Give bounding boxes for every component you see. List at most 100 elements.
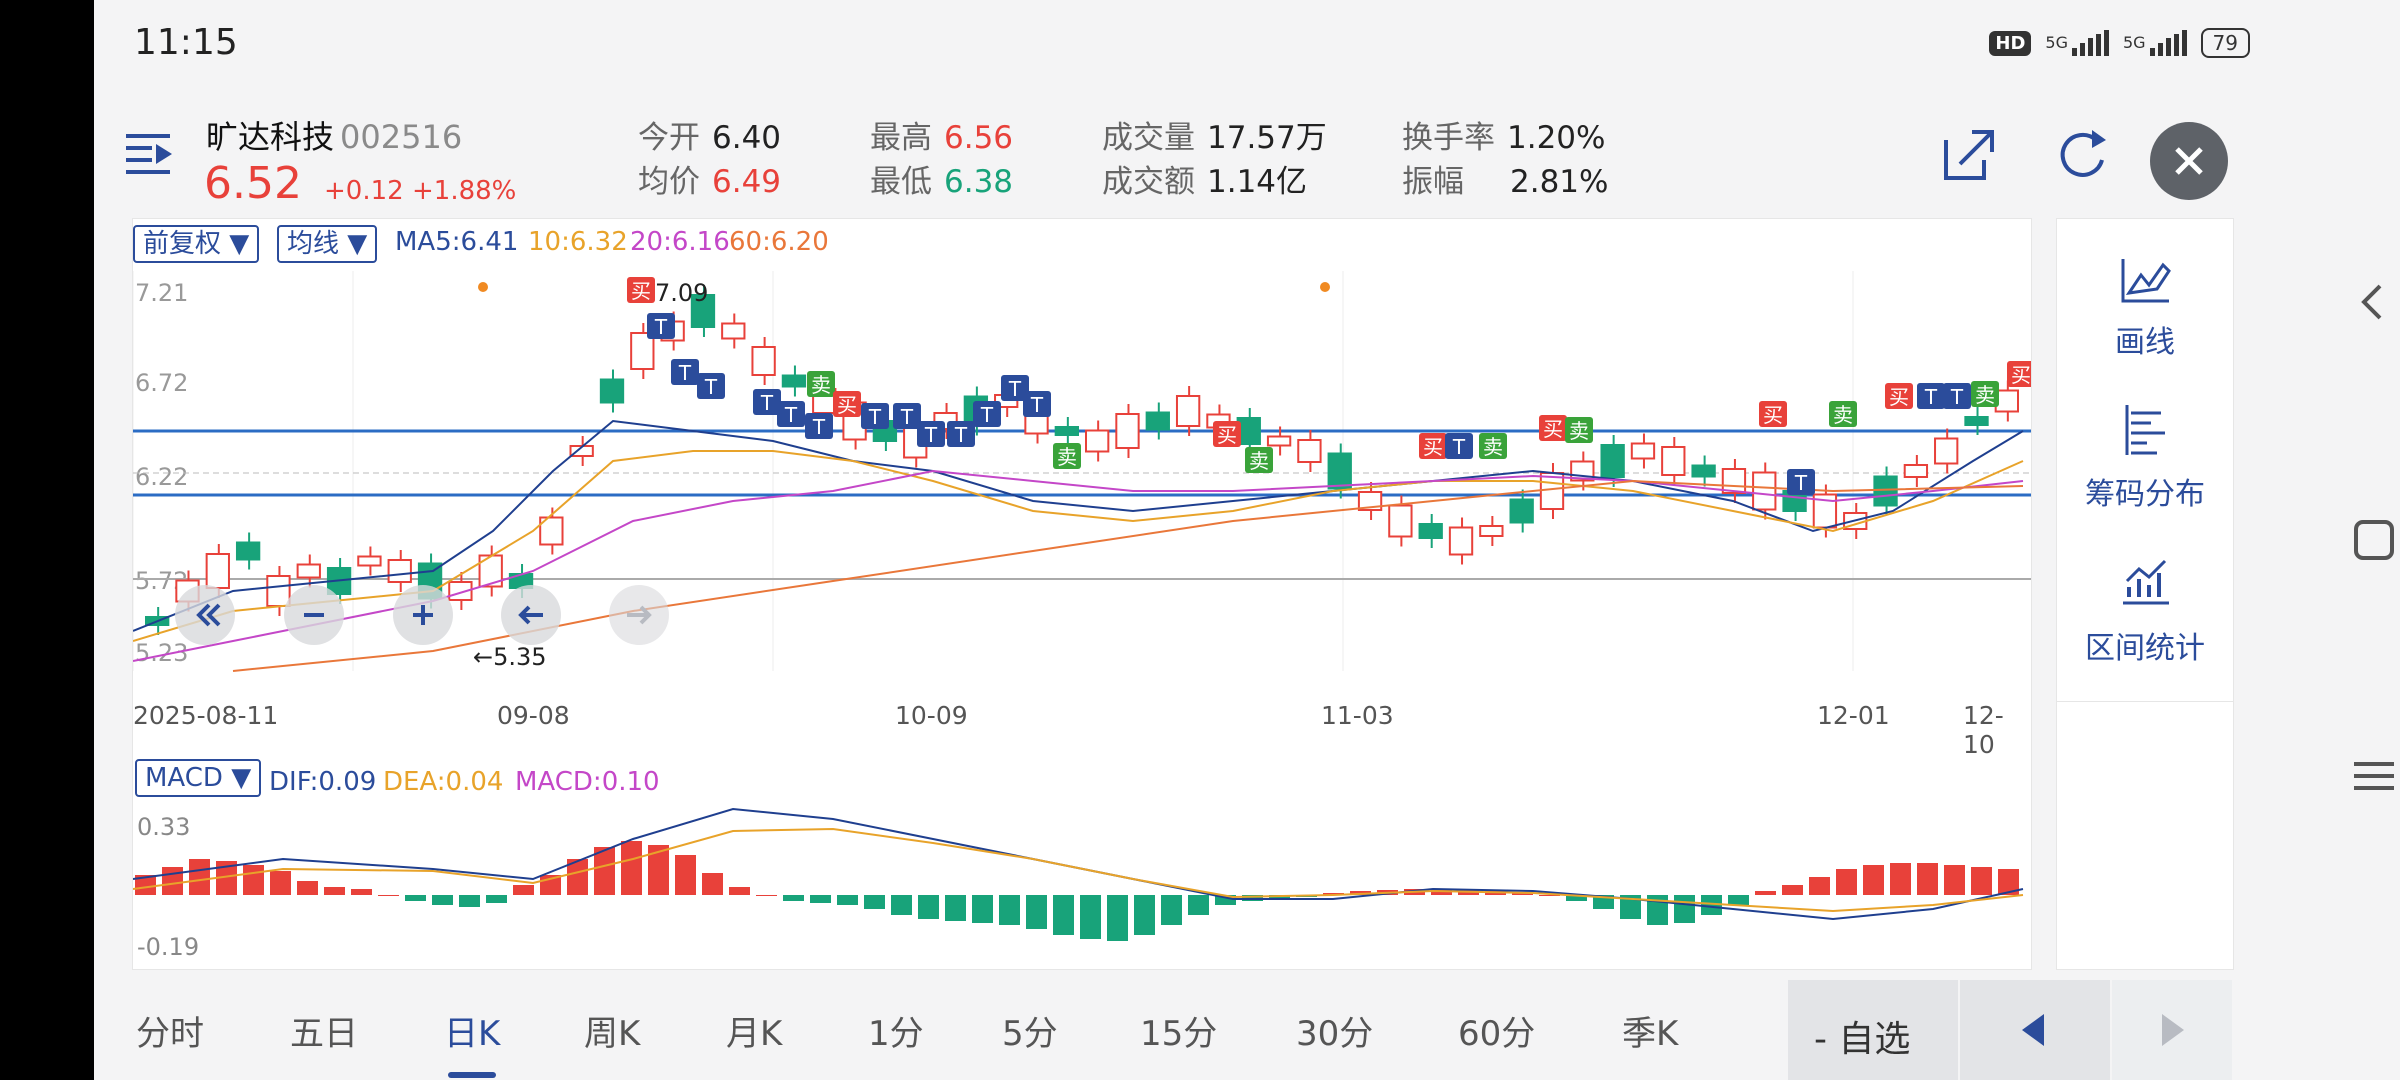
trade-marker	[1053, 443, 1081, 469]
trade-marker-label: 卖	[1483, 435, 1503, 459]
amplitude-quote: 振幅 2.81%	[1402, 164, 1609, 200]
candle-body	[690, 294, 716, 328]
macd-bar	[945, 895, 966, 921]
trade-marker-label: 买	[837, 393, 857, 417]
back-nav-icon[interactable]	[2334, 262, 2400, 342]
hd-voice-icon: HD	[1989, 30, 2032, 56]
trade-marker	[1445, 433, 1473, 459]
macd-bar	[783, 895, 804, 901]
trade-marker	[777, 401, 805, 427]
x-axis-label: 12-10	[1963, 701, 2004, 759]
trade-marker	[1023, 391, 1051, 417]
zoom-in-button[interactable]	[393, 585, 453, 645]
trade-marker-label: T	[812, 415, 826, 439]
ma-select[interactable]: 均线 ▼	[277, 225, 378, 263]
interval-stats-button[interactable]: 区间统计	[2057, 519, 2233, 669]
candle-body	[357, 555, 382, 567]
menu-icon[interactable]	[124, 130, 174, 176]
candle-body	[1600, 444, 1625, 478]
tab-quarterly-k[interactable]: 季K	[1622, 1014, 1679, 1054]
trade-marker-label: T	[1030, 393, 1044, 417]
home-nav-icon[interactable]	[2334, 500, 2400, 580]
prev-stock-button[interactable]	[1960, 980, 2110, 1080]
adjust-select[interactable]: 前复权 ▼	[133, 225, 260, 263]
trade-marker	[805, 413, 833, 439]
trade-marker	[1213, 421, 1241, 447]
trade-marker-label: 买	[1543, 417, 1563, 441]
trade-marker-label: T	[954, 423, 968, 447]
stock-code: 002516	[340, 118, 463, 156]
tab-wuri[interactable]: 五日	[290, 1014, 358, 1054]
macd-bar	[1944, 865, 1965, 895]
macd-bar	[1188, 895, 1209, 915]
ma20-line	[133, 469, 2024, 662]
scroll-left-button[interactable]	[501, 585, 561, 645]
x-axis-label: 11-03	[1321, 701, 1394, 730]
candle-body	[1752, 471, 1777, 511]
macd-bar	[648, 845, 669, 895]
avg-quote: 均价 6.49	[638, 164, 782, 200]
trade-marker-label: T	[1950, 385, 1964, 409]
macd-bar	[567, 859, 588, 895]
trade-marker-label: T	[784, 403, 798, 427]
trade-marker	[1829, 401, 1857, 427]
trade-marker-label: 买	[631, 279, 651, 303]
candle-body	[1115, 413, 1140, 449]
ma60-value: 60:6.20	[729, 227, 829, 257]
macd-chart[interactable]: 0.33 -0.19	[133, 799, 2031, 969]
trade-marker	[1565, 417, 1593, 443]
tab-15min[interactable]: 15分	[1140, 1014, 1218, 1054]
share-icon[interactable]	[1934, 120, 2004, 190]
close-button[interactable]	[2150, 122, 2228, 200]
macd-bar	[243, 865, 264, 895]
tab-monthly-k[interactable]: 月K	[726, 1014, 783, 1054]
candle-body	[1964, 416, 1989, 426]
tab-5min[interactable]: 5分	[1002, 1014, 1058, 1054]
x-axis-label: 2025-08-11	[133, 701, 279, 730]
ma20-value: 20:6.16	[630, 227, 730, 257]
trade-marker-label: T	[900, 405, 914, 429]
next-stock-button[interactable]	[2112, 980, 2232, 1080]
scroll-right-button[interactable]	[609, 585, 669, 645]
macd-bar	[702, 873, 723, 895]
trade-marker-label: 买	[1217, 423, 1237, 447]
macd-bar	[1107, 895, 1128, 941]
indicator-select[interactable]: MACD ▼	[135, 759, 262, 797]
candle-body	[1691, 464, 1716, 478]
scroll-start-button[interactable]	[175, 585, 235, 645]
signal-icon: 5G	[2045, 30, 2109, 56]
tab-60min[interactable]: 60分	[1458, 1014, 1536, 1054]
network-type-2: 5G	[2122, 33, 2146, 52]
macd-bar	[324, 887, 345, 895]
tab-1min[interactable]: 1分	[868, 1014, 924, 1054]
recents-nav-icon[interactable]	[2334, 736, 2400, 816]
tab-weekly-k[interactable]: 周K	[584, 1014, 641, 1054]
zoom-out-button[interactable]	[284, 585, 344, 645]
signal-icon-2: 5G	[2123, 30, 2187, 56]
tab-daily-k[interactable]: 日K	[444, 1014, 501, 1054]
draw-line-button[interactable]: 画线	[2057, 219, 2233, 369]
clock: 11:15	[134, 22, 238, 63]
candle-body	[1327, 452, 1352, 490]
kline-chart-panel: 前复权 ▼ 均线 ▼ MA5:6.41 10:6.32 20:6.16 60:6…	[132, 218, 2032, 970]
candle-body	[1175, 395, 1201, 427]
watchlist-button[interactable]: - 自选	[1788, 980, 1958, 1080]
x-axis-label: 12-01	[1817, 701, 1890, 730]
trade-marker	[1971, 381, 1999, 407]
tab-fenshi[interactable]: 分时	[136, 1014, 204, 1054]
refresh-icon[interactable]	[2048, 120, 2118, 190]
macd-bar	[1917, 863, 1938, 895]
trade-marker	[697, 373, 725, 399]
macd-bar	[486, 895, 507, 903]
candle-body	[751, 346, 776, 376]
chip-distribution-button[interactable]: 筹码分布	[2057, 369, 2233, 519]
macd-bar	[162, 867, 183, 895]
trade-marker-label: T	[1794, 471, 1808, 495]
tab-30min[interactable]: 30分	[1296, 1014, 1374, 1054]
candle-body	[235, 541, 261, 561]
active-tab-indicator	[448, 1072, 496, 1078]
trade-marker-label: T	[704, 375, 718, 399]
open-quote: 今开 6.40	[638, 120, 782, 156]
candle-body	[1994, 389, 2019, 413]
macd-bar	[135, 875, 156, 895]
